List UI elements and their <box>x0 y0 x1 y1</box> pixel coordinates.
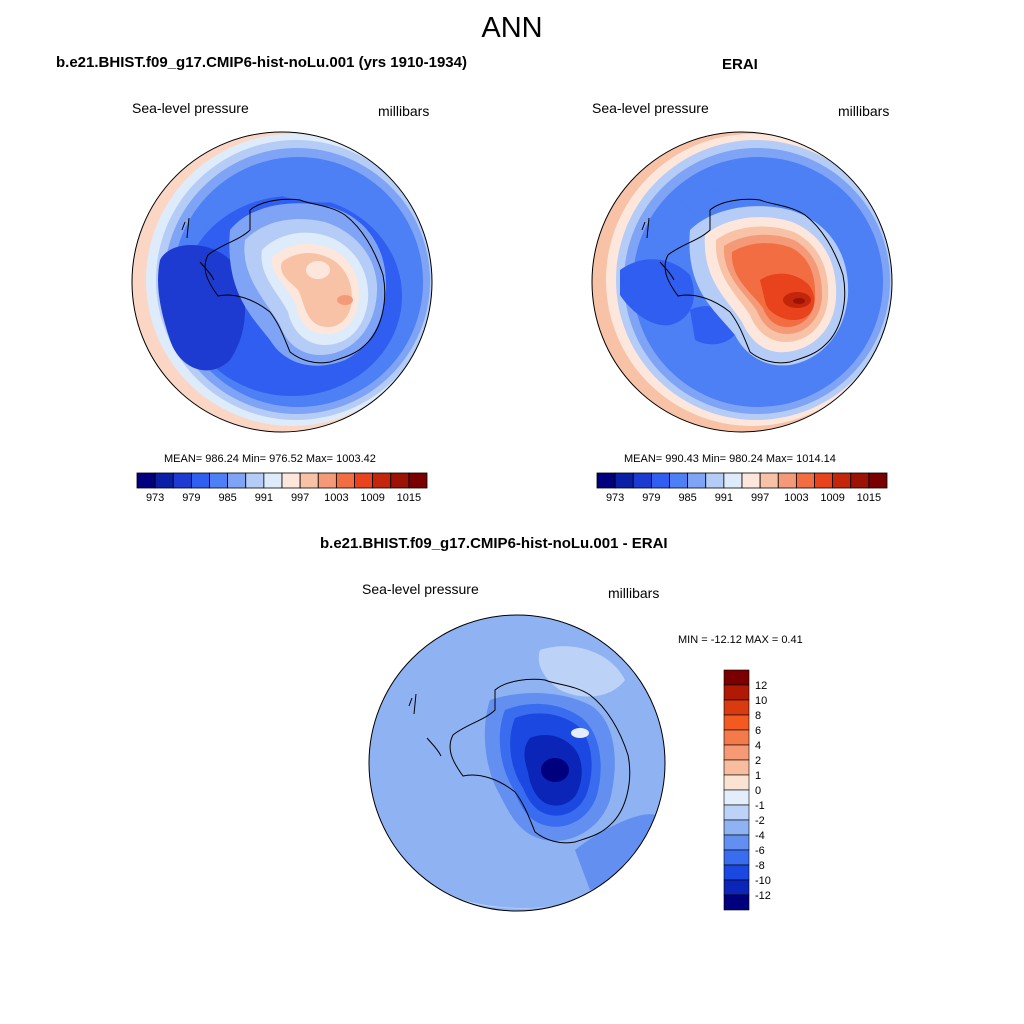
test-left-string: Sea-level pressure <box>132 100 249 116</box>
diff-colorbar-box <box>723 804 750 821</box>
ref-colorbar-box <box>669 472 689 489</box>
diff-colorbar-box <box>723 879 750 896</box>
diff-units: millibars <box>608 585 660 601</box>
test-colorbar-box <box>390 472 410 489</box>
ref-colorbar-box <box>777 472 797 489</box>
diff-colorbar-box <box>723 684 750 701</box>
diff-colorbar-box <box>723 849 750 866</box>
ref-units: millibars <box>838 103 890 119</box>
ref-colorbar-tick-label: 1009 <box>820 492 844 504</box>
test-colorbar-box <box>335 472 355 489</box>
diff-colorbar-box <box>723 699 750 716</box>
ref-colorbar-box <box>705 472 725 489</box>
ref-colorbar-box <box>596 472 616 489</box>
ref-colorbar-box <box>868 472 888 489</box>
diff-colorbar-box <box>723 729 750 746</box>
diff-colorbar-tick-label: -10 <box>755 875 771 887</box>
diff-colorbar-tick-label: 0 <box>755 785 761 797</box>
diff-colorbar-tick-label: 8 <box>755 710 761 722</box>
ref-colorbar-box <box>832 472 852 489</box>
diff-map <box>368 614 666 912</box>
ref-colorbar-tick-label: 1003 <box>784 492 808 504</box>
ref-colorbar-box <box>614 472 634 489</box>
diff-colorbar-box <box>723 819 750 836</box>
test-colorbar: 973 979 985 991 997 1003 1009 1015 <box>136 472 428 504</box>
test-map <box>131 131 433 433</box>
diff-colorbar-tick-label: -4 <box>755 830 765 842</box>
ref-colorbar-box <box>795 472 815 489</box>
diff-colorbar-box <box>723 894 750 911</box>
ref-colorbar-box <box>814 472 834 489</box>
ref-colorbar: 973 979 985 991 997 1003 1009 1015 <box>596 472 888 504</box>
ref-colorbar-box <box>759 472 779 489</box>
ref-map <box>591 131 893 433</box>
test-colorbar-box <box>408 472 428 489</box>
diff-left-string: Sea-level pressure <box>362 581 479 597</box>
test-colorbar-box <box>317 472 337 489</box>
ref-colorbar-tick-label: 991 <box>715 492 733 504</box>
ref-colorbar-tick-label: 979 <box>642 492 660 504</box>
diff-colorbar-box <box>723 744 750 761</box>
diff-colorbar-tick-label: 10 <box>755 695 767 707</box>
figure-title: ANN <box>481 12 543 44</box>
ref-colorbar-box <box>850 472 870 489</box>
diff-colorbar-tick-label: 2 <box>755 755 761 767</box>
diff-colorbar-box <box>723 774 750 791</box>
test-colorbar-box <box>190 472 210 489</box>
ref-left-string: Sea-level pressure <box>592 100 709 116</box>
test-colorbar-box <box>263 472 283 489</box>
ref-colorbar-box <box>650 472 670 489</box>
diff-colorbar-tick-label: 4 <box>755 740 761 752</box>
diff-colorbar-box <box>723 834 750 851</box>
test-colorbar-box <box>354 472 374 489</box>
test-colorbar-tick-label: 991 <box>255 492 273 504</box>
test-colorbar-box <box>209 472 229 489</box>
ref-colorbar-box <box>723 472 743 489</box>
ref-colorbar-tick-label: 1015 <box>857 492 881 504</box>
diff-colorbar-box <box>723 714 750 731</box>
ref-colorbar-tick-label: 985 <box>678 492 696 504</box>
ref-colorbar-tick-label: 973 <box>606 492 624 504</box>
test-colorbar-box <box>136 472 156 489</box>
diff-stats: MIN = -12.12 MAX = 0.41 <box>678 634 803 646</box>
diff-colorbar-tick-label: -6 <box>755 845 765 857</box>
test-colorbar-box <box>299 472 319 489</box>
test-colorbar-tick-label: 1009 <box>360 492 384 504</box>
test-colorbar-tick-label: 1003 <box>324 492 348 504</box>
ref-colorbar-box <box>632 472 652 489</box>
diff-colorbar-tick-label: 6 <box>755 725 761 737</box>
test-colorbar-box <box>172 472 192 489</box>
test-colorbar-box <box>227 472 247 489</box>
diff-colorbar-tick-label: 1 <box>755 770 761 782</box>
test-colorbar-box <box>372 472 392 489</box>
test-colorbar-tick-label: 985 <box>218 492 236 504</box>
ref-panel-title: ERAI <box>722 56 758 73</box>
diff-colorbar-box <box>723 864 750 881</box>
diff-colorbar-box <box>723 759 750 776</box>
test-colorbar-tick-label: 1015 <box>397 492 421 504</box>
ref-colorbar-tick-label: 997 <box>751 492 769 504</box>
test-colorbar-box <box>154 472 174 489</box>
diff-colorbar-box <box>723 669 750 686</box>
diff-colorbar-tick-label: 12 <box>755 680 767 692</box>
test-colorbar-tick-label: 997 <box>291 492 309 504</box>
diff-colorbar-tick-label: -12 <box>755 890 771 902</box>
test-colorbar-box <box>245 472 265 489</box>
ref-colorbar-box <box>741 472 761 489</box>
diff-colorbar-tick-label: -2 <box>755 815 765 827</box>
test-panel-title: b.e21.BHIST.f09_g17.CMIP6-hist-noLu.001 … <box>56 54 467 71</box>
test-units: millibars <box>378 103 430 119</box>
test-colorbar-box <box>281 472 301 489</box>
diff-colorbar-tick-label: -1 <box>755 800 765 812</box>
test-colorbar-tick-label: 979 <box>182 492 200 504</box>
diff-panel-title: b.e21.BHIST.f09_g17.CMIP6-hist-noLu.001 … <box>320 535 668 552</box>
test-colorbar-tick-label: 973 <box>146 492 164 504</box>
ref-stats: MEAN= 990.43 Min= 980.24 Max= 1014.14 <box>624 453 836 465</box>
diff-colorbar-box <box>723 789 750 806</box>
test-stats: MEAN= 986.24 Min= 976.52 Max= 1003.42 <box>164 453 376 465</box>
ref-colorbar-box <box>687 472 707 489</box>
diff-colorbar-tick-label: -8 <box>755 860 765 872</box>
